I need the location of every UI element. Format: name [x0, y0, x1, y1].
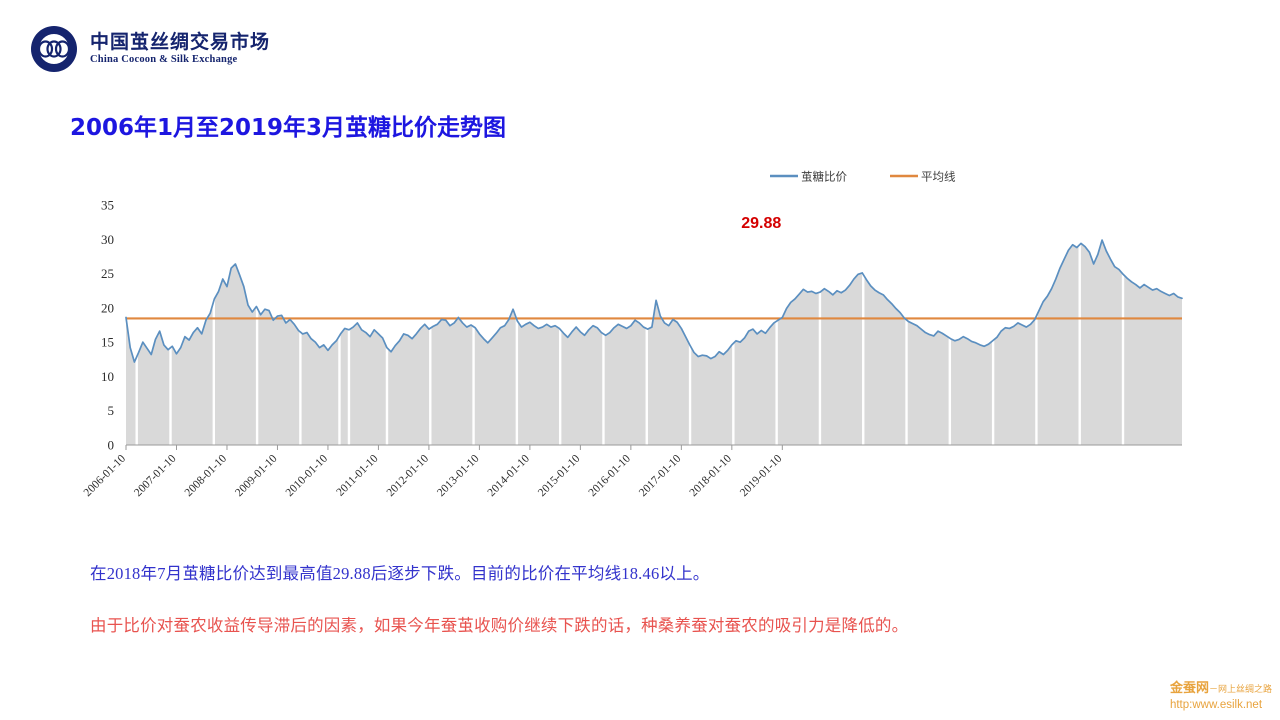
brand-wordmark: 中国茧丝绸交易市场 China Cocoon & Silk Exchange	[90, 30, 271, 66]
svg-text:2008-01-10: 2008-01-10	[183, 452, 230, 499]
watermark-tagline: －网上丝绸之路	[1208, 685, 1272, 696]
svg-text:2009-01-10: 2009-01-10	[233, 452, 280, 499]
brand-name-cn: 中国茧丝绸交易市场	[90, 30, 271, 53]
svg-text:2015-01-10: 2015-01-10	[536, 452, 583, 499]
svg-text:30: 30	[101, 232, 114, 247]
svg-text:10: 10	[101, 369, 114, 384]
svg-text:0: 0	[108, 438, 115, 453]
svg-text:平均线: 平均线	[921, 170, 956, 184]
svg-text:2016-01-10: 2016-01-10	[587, 452, 634, 499]
chart-x-tick-labels: 2006-01-10 2007-01-10 2008-01-10 2009-01-10…	[82, 452, 785, 499]
watermark-brand: 金蚕网－网上丝绸之路	[1170, 681, 1272, 697]
svg-text:2011-01-10: 2011-01-10	[334, 452, 380, 498]
svg-text:20: 20	[101, 300, 114, 315]
watermark-brand-name: 金蚕网	[1169, 681, 1209, 697]
svg-text:15: 15	[101, 335, 114, 350]
svg-text:35: 35	[101, 198, 114, 213]
svg-text:2017-01-10: 2017-01-10	[637, 452, 684, 499]
svg-text:2019-01-10: 2019-01-10	[738, 452, 785, 499]
brand-name-en: China Cocoon & Silk Exchange	[90, 53, 238, 65]
svg-text:2012-01-10: 2012-01-10	[385, 452, 432, 499]
chart-series-area	[126, 205, 1182, 445]
chart-peak-annotation: 29.88	[741, 215, 781, 232]
chart-series-line	[125, 239, 1183, 363]
price-ratio-trend-chart: 0 5 10 15 20 25 30 35 2006-01-10 2007-01-10 2008-…	[60, 160, 1200, 510]
brand-header: 中国茧丝绸交易市场 China Cocoon & Silk Exchange	[28, 22, 288, 76]
svg-text:29.88: 29.88	[741, 215, 781, 232]
note-secondary: 由于比价对蚕农收益传导滞后的因素，如果今年蚕茧收购价继续下跌的话，种桑养蚕对蚕农…	[90, 616, 909, 635]
svg-text:2010-01-10: 2010-01-10	[284, 452, 331, 499]
chart-axis	[125, 444, 1182, 450]
chart-legend: 茧糖比价 平均线	[770, 170, 956, 184]
svg-text:5: 5	[108, 403, 115, 418]
watermark-url: http:www.esilk.net	[1169, 698, 1263, 711]
site-watermark: 金蚕网－网上丝绸之路 http:www.esilk.net	[1170, 681, 1272, 712]
cocoon-silk-logo-icon	[28, 23, 80, 75]
note-primary: 在2018年7月茧糖比价达到最高值29.88后逐步下跌。目前的比价在平均线18.…	[90, 564, 710, 583]
page-title: 2006年1月至2019年3月茧糖比价走势图	[70, 115, 507, 141]
svg-text:2014-01-10: 2014-01-10	[486, 452, 533, 499]
svg-text:2006-01-10: 2006-01-10	[82, 452, 129, 499]
svg-text:茧糖比价: 茧糖比价	[801, 170, 847, 184]
svg-text:2013-01-10: 2013-01-10	[435, 452, 482, 499]
chart-y-tick-labels: 0 5 10 15 20 25 30 35	[101, 198, 114, 453]
chart-gap-bands	[135, 205, 1125, 445]
svg-text:25: 25	[101, 266, 114, 281]
svg-text:2018-01-10: 2018-01-10	[688, 452, 735, 499]
svg-text:2007-01-10: 2007-01-10	[132, 452, 179, 499]
